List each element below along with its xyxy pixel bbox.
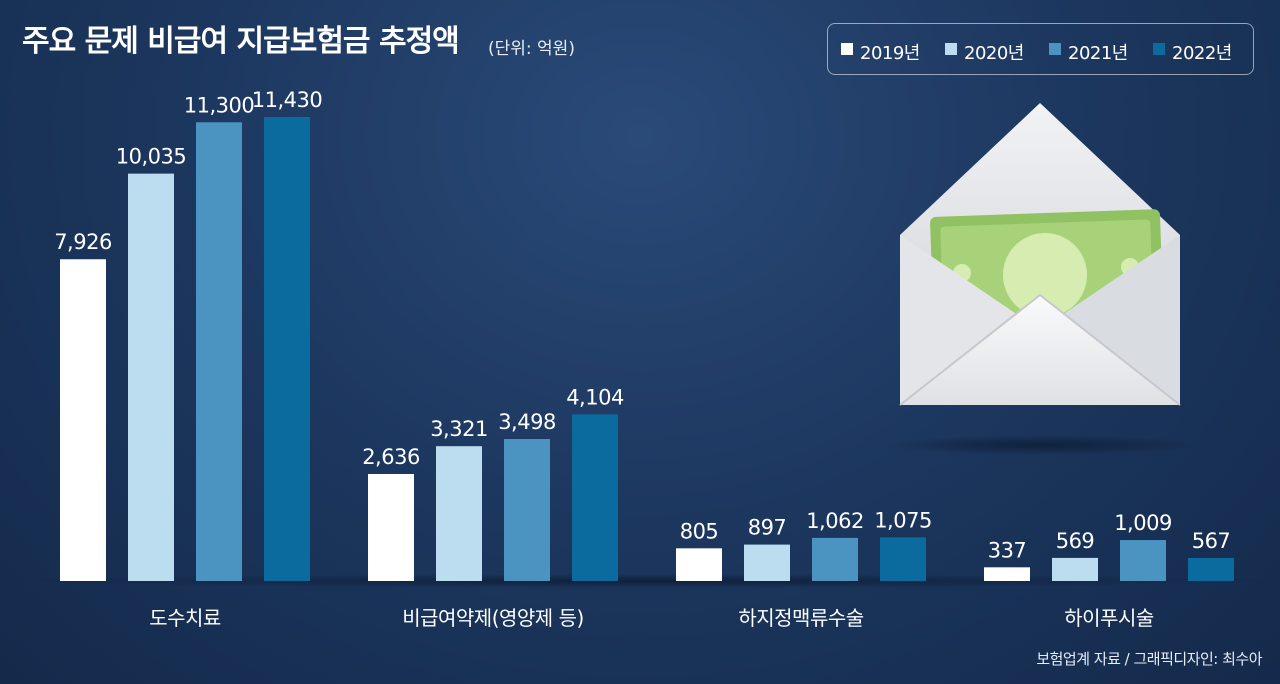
data-label: 337 bbox=[988, 538, 1027, 562]
data-label: 805 bbox=[680, 519, 719, 543]
data-label: 897 bbox=[748, 516, 787, 540]
data-label: 1,075 bbox=[874, 508, 932, 532]
bar-1-3 bbox=[196, 122, 242, 581]
category-label: 도수치료 bbox=[149, 606, 221, 630]
unit-label: (단위: 억원) bbox=[488, 39, 575, 59]
data-label: 1,062 bbox=[806, 509, 864, 533]
bar-3-3 bbox=[812, 537, 858, 581]
bar-1-1 bbox=[60, 259, 106, 581]
legend-swatch bbox=[1153, 43, 1165, 55]
bar-4-3 bbox=[1120, 540, 1166, 581]
legend-label: 2020년 bbox=[964, 43, 1024, 64]
legend-label: 2021년 bbox=[1068, 43, 1128, 64]
data-label: 11,430 bbox=[252, 88, 322, 112]
data-label: 11,300 bbox=[184, 93, 254, 117]
bar-2-1 bbox=[368, 473, 414, 581]
legend: 2019년 2020년 2021년 2022년 bbox=[827, 23, 1254, 75]
bar-2-3 bbox=[504, 438, 550, 581]
legend-label: 2019년 bbox=[860, 43, 920, 64]
legend-swatch bbox=[945, 43, 957, 55]
bar-3-1 bbox=[676, 548, 722, 581]
data-label: 4,104 bbox=[566, 385, 624, 409]
bar-3-4 bbox=[880, 537, 926, 581]
data-label: 7,926 bbox=[54, 230, 112, 254]
source-note: 보험업계 자료 / 그래픽디자인: 최수아 bbox=[1036, 650, 1262, 668]
chart-title: 주요 문제 비급여 지급보험금 추정액 bbox=[22, 24, 460, 59]
envelope-with-money-icon bbox=[880, 103, 1200, 455]
data-label: 2,636 bbox=[362, 445, 420, 469]
bar-1-4 bbox=[264, 117, 310, 581]
bar-4-1 bbox=[984, 567, 1030, 581]
baseline-shadow bbox=[6, 574, 1280, 588]
data-label: 3,321 bbox=[430, 417, 488, 441]
data-label: 1,009 bbox=[1114, 511, 1172, 535]
bar-4-2 bbox=[1052, 557, 1098, 581]
bar-2-4 bbox=[572, 414, 618, 581]
bar-1-2 bbox=[128, 173, 174, 581]
bar-2-2 bbox=[436, 446, 482, 581]
data-label: 3,498 bbox=[498, 410, 556, 434]
data-label: 567 bbox=[1192, 529, 1231, 553]
category-label: 비급여약제(영양제 등) bbox=[402, 606, 584, 630]
category-label: 하이푸시술 bbox=[1064, 606, 1154, 630]
legend-label: 2022년 bbox=[1172, 43, 1232, 64]
legend-swatch bbox=[841, 43, 853, 55]
data-label: 10,035 bbox=[116, 145, 186, 169]
category-label: 하지정맥류수술 bbox=[738, 606, 863, 630]
bar-3-2 bbox=[744, 544, 790, 581]
legend-swatch bbox=[1049, 43, 1061, 55]
bar-4-4 bbox=[1188, 557, 1234, 581]
data-label: 569 bbox=[1056, 529, 1095, 553]
